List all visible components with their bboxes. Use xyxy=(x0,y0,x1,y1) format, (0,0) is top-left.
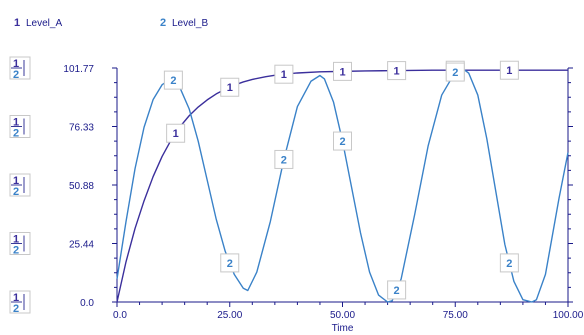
marker-number: 2 xyxy=(339,136,345,148)
marker-number: 2 xyxy=(394,285,400,297)
marker-box xyxy=(166,123,186,143)
marker-stack-1: 1 xyxy=(13,175,19,187)
marker-number: 2 xyxy=(170,75,176,87)
marker-number: 1 xyxy=(339,66,345,78)
series-1-marker: 1 xyxy=(274,64,294,84)
marker-box xyxy=(499,253,519,273)
series-2-marker: 2 xyxy=(163,70,183,90)
y-tick-label: 0.0 xyxy=(80,298,94,309)
legend-label: Level_A xyxy=(26,18,62,29)
marker-box xyxy=(445,62,465,82)
series-2-marker: 2 xyxy=(274,149,294,169)
series-2-marker: 2 xyxy=(220,253,240,273)
y-tick-label: 25.44 xyxy=(69,240,94,251)
marker-stack-1: 1 xyxy=(13,117,19,129)
marker-box xyxy=(333,131,352,151)
marker-box xyxy=(387,61,407,81)
marker-stack-2: 2 xyxy=(13,128,19,140)
marker-number: 2 xyxy=(452,67,458,79)
marker-box xyxy=(274,149,294,169)
series-1-marker: 1 xyxy=(333,61,352,81)
x-tick-label: 50.00 xyxy=(330,310,355,321)
marker-number: 2 xyxy=(227,258,233,270)
x-tick-label: 100.00 xyxy=(553,310,584,321)
marker-stack-2: 2 xyxy=(13,303,19,315)
y-tick-label: 101.77 xyxy=(63,64,94,75)
marker-number: 2 xyxy=(506,258,512,270)
marker-number: 1 xyxy=(281,69,287,81)
marker-stack-1: 1 xyxy=(13,58,19,70)
axis-marker-stack: 12 xyxy=(9,232,31,257)
x-tick-label: 75.00 xyxy=(443,310,468,321)
marker-number: 2 xyxy=(281,154,287,166)
marker-stack-2: 2 xyxy=(13,245,19,257)
legend-marker: 1 xyxy=(14,17,20,29)
series-1-marker: 1 xyxy=(220,77,240,97)
axis-marker-stack: 12 xyxy=(9,115,31,140)
axis-marker-stack: 12 xyxy=(9,56,31,81)
x-tick-label: 0.0 xyxy=(113,310,127,321)
legend-item-2: 2 Level_B xyxy=(160,17,208,29)
marker-stack-2: 2 xyxy=(13,186,19,198)
marker-stack-1: 1 xyxy=(13,234,19,246)
ticks: 0.0 25.00 50.00 75.00 100.00 0.0 25.44 50.88 76.… xyxy=(63,64,583,321)
marker-number: 1 xyxy=(506,65,512,77)
legend-marker: 2 xyxy=(160,17,166,29)
series-2-marker: 2 xyxy=(445,62,465,82)
x-axis-label: Time xyxy=(332,323,354,334)
series-1-marker: 1 xyxy=(387,61,407,81)
legend-label: Level_B xyxy=(172,18,208,29)
marker-box xyxy=(163,70,183,90)
legend-item-1: 1 Level_A xyxy=(14,17,62,29)
x-tick-label: 25.00 xyxy=(217,310,242,321)
series-2-marker: 2 xyxy=(387,280,407,300)
marker-number: 1 xyxy=(227,82,233,94)
series-2-marker: 2 xyxy=(499,253,519,273)
marker-box xyxy=(387,280,407,300)
marker-stack-2: 2 xyxy=(13,69,19,81)
marker-box xyxy=(333,61,352,81)
y-tick-label: 76.33 xyxy=(69,123,94,134)
series-markers: 11111112222222 xyxy=(163,60,519,300)
marker-stack-1: 1 xyxy=(13,292,19,304)
marker-box xyxy=(499,60,519,80)
marker-box xyxy=(274,64,294,84)
series-1-marker: 1 xyxy=(166,123,186,143)
series-line-2 xyxy=(116,69,569,303)
marker-number: 1 xyxy=(173,128,179,140)
marker-box xyxy=(220,77,240,97)
axis-marker-stack: 12 xyxy=(9,173,31,198)
legend: 1 Level_A 2 Level_B xyxy=(14,17,208,29)
series-1-marker: 1 xyxy=(499,60,519,80)
marker-number: 1 xyxy=(394,66,400,78)
y-tick-label: 50.88 xyxy=(69,181,94,192)
axis-marker-stack: 12 xyxy=(9,290,31,315)
marker-box xyxy=(220,253,240,273)
series-2-marker: 2 xyxy=(333,131,352,151)
